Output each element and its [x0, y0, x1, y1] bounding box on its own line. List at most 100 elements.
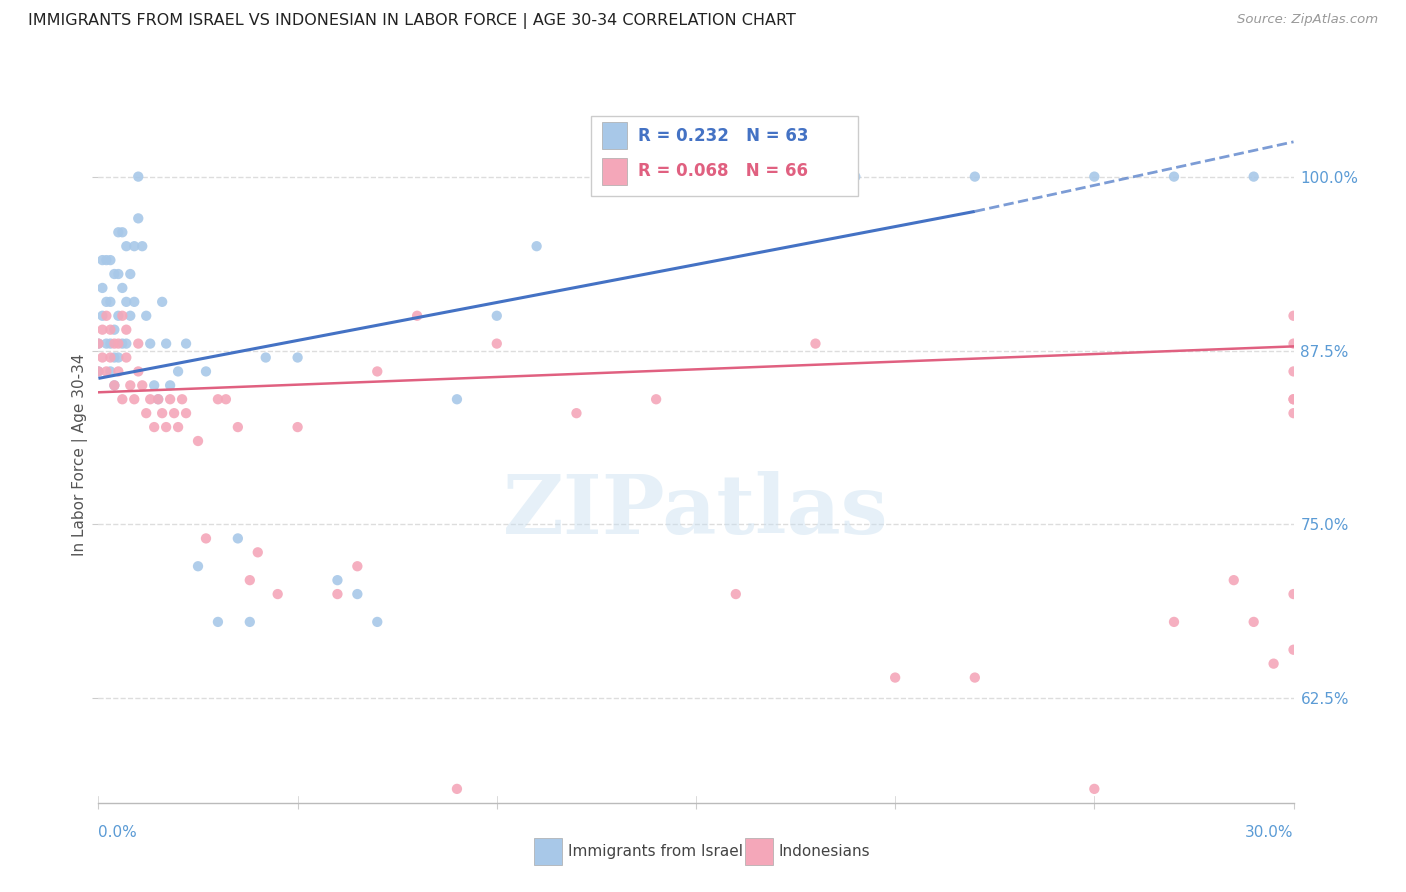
Point [91, 281, 114, 295]
Point [100, 294, 122, 309]
Point [115, 351, 138, 365]
Point [107, 336, 129, 351]
Point [1282, 642, 1305, 657]
Point [1083, 781, 1105, 796]
Point [87, 364, 110, 378]
Point [96, 309, 118, 323]
Point [107, 351, 129, 365]
Point [100, 323, 122, 337]
Point [446, 781, 468, 796]
Point [267, 587, 290, 601]
Text: IMMIGRANTS FROM ISRAEL VS INDONESIAN IN LABOR FORCE | AGE 30-34 CORRELATION CHAR: IMMIGRANTS FROM ISRAEL VS INDONESIAN IN … [28, 13, 796, 29]
Point [167, 364, 190, 378]
Text: Indonesians: Indonesians [779, 845, 870, 859]
Point [96, 364, 118, 378]
Point [174, 406, 197, 420]
Point [115, 323, 138, 337]
Point [226, 532, 249, 546]
Point [326, 587, 349, 601]
Point [485, 336, 508, 351]
Point [884, 671, 907, 685]
Point [287, 351, 309, 365]
Point [844, 169, 866, 184]
Point [174, 336, 197, 351]
Point [131, 239, 153, 253]
Point [96, 336, 118, 351]
Point [526, 239, 548, 253]
Point [96, 294, 118, 309]
Point [107, 225, 129, 239]
Point [963, 671, 986, 685]
Point [111, 336, 134, 351]
Point [150, 294, 173, 309]
Point [148, 392, 170, 407]
Point [366, 615, 388, 629]
Point [91, 351, 114, 365]
Text: R = 0.232   N = 63: R = 0.232 N = 63 [638, 127, 808, 145]
Point [127, 169, 149, 184]
Point [246, 545, 269, 559]
Point [804, 336, 827, 351]
Point [103, 378, 125, 392]
Point [100, 253, 122, 268]
Point [91, 309, 114, 323]
Point [159, 392, 181, 407]
Text: Source: ZipAtlas.com: Source: ZipAtlas.com [1237, 13, 1378, 27]
Point [159, 378, 181, 392]
Point [685, 169, 707, 184]
Point [100, 364, 122, 378]
Point [107, 364, 129, 378]
Point [131, 378, 153, 392]
Point [1083, 169, 1105, 184]
Point [1282, 392, 1305, 407]
Point [115, 336, 138, 351]
Point [127, 364, 149, 378]
Point [87, 336, 110, 351]
Point [1163, 169, 1185, 184]
Point [287, 420, 309, 434]
Point [172, 392, 194, 407]
Point [605, 169, 627, 184]
Point [111, 392, 134, 407]
Point [120, 267, 142, 281]
Y-axis label: In Labor Force | Age 30-34: In Labor Force | Age 30-34 [72, 353, 87, 557]
Point [167, 420, 190, 434]
Point [765, 169, 787, 184]
Point [127, 336, 149, 351]
Point [111, 309, 134, 323]
Point [1282, 406, 1305, 420]
Point [485, 309, 508, 323]
Point [143, 378, 166, 392]
Point [239, 573, 262, 587]
Point [103, 351, 125, 365]
Point [346, 559, 368, 574]
Point [100, 336, 122, 351]
Point [1163, 615, 1185, 629]
Point [91, 323, 114, 337]
Point [187, 434, 209, 448]
Point [148, 392, 170, 407]
Point [163, 406, 186, 420]
Point [135, 309, 157, 323]
Point [120, 378, 142, 392]
Point [207, 615, 229, 629]
Point [155, 420, 177, 434]
Text: R = 0.068   N = 66: R = 0.068 N = 66 [638, 162, 808, 180]
Point [124, 392, 146, 407]
Point [406, 309, 429, 323]
Point [195, 364, 218, 378]
Point [1282, 309, 1305, 323]
Point [207, 392, 229, 407]
Point [155, 336, 177, 351]
Point [111, 281, 134, 295]
Point [96, 253, 118, 268]
Point [87, 336, 110, 351]
Point [446, 392, 468, 407]
Point [226, 420, 249, 434]
Point [1282, 392, 1305, 407]
Point [87, 364, 110, 378]
Point [1263, 657, 1285, 671]
Point [91, 253, 114, 268]
Point [346, 587, 368, 601]
Point [115, 294, 138, 309]
